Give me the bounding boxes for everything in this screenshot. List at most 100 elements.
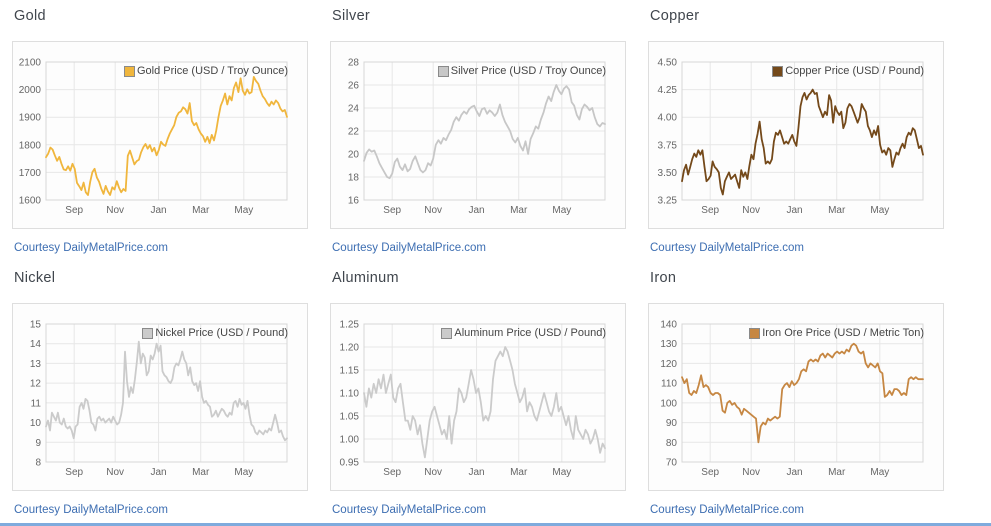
svg-text:Jan: Jan <box>786 467 802 478</box>
courtesy-link[interactable]: Courtesy DailyMetalPrice.com <box>332 242 487 254</box>
svg-text:1.10: 1.10 <box>340 389 360 400</box>
svg-text:Nov: Nov <box>742 467 760 478</box>
chart-panel-copper: 4.50 4.25 4.00 3.75 3.50 3.25 Sep Nov Jan Mar May … <box>648 41 944 229</box>
svg-text:20: 20 <box>348 150 360 161</box>
courtesy-link[interactable]: Courtesy DailyMetalPrice.com <box>332 504 487 516</box>
svg-text:Nov: Nov <box>106 467 124 478</box>
silver-price-line-chart: 28 26 24 22 20 18 16 Sep Nov Jan Mar May <box>348 58 606 216</box>
svg-text:28: 28 <box>348 58 360 69</box>
svg-text:1600: 1600 <box>19 196 42 207</box>
svg-text:16: 16 <box>348 196 360 207</box>
svg-text:Mar: Mar <box>510 467 528 478</box>
chart-card-aluminum: Aluminum 1.25 1.20 1.15 1.10 1.05 1.00 0.95 Sep… <box>330 270 626 518</box>
svg-text:2000: 2000 <box>19 85 42 96</box>
svg-text:2100: 2100 <box>19 58 42 69</box>
svg-text:4.25: 4.25 <box>658 85 678 96</box>
aluminum-price-line-chart: 1.25 1.20 1.15 1.10 1.05 1.00 0.95 Sep Nov Jan Mar… <box>340 320 606 478</box>
chart-title-aluminum: Aluminum <box>332 270 399 286</box>
svg-text:1.05: 1.05 <box>340 412 360 423</box>
svg-text:14: 14 <box>30 339 42 350</box>
courtesy-link[interactable]: Courtesy DailyMetalPrice.com <box>650 504 805 516</box>
svg-text:1.00: 1.00 <box>340 435 360 446</box>
svg-text:May: May <box>234 467 253 478</box>
legend-label: Nickel Price (USD / Pound) <box>155 327 288 339</box>
legend-label: Silver Price (USD / Troy Ounce) <box>450 65 606 77</box>
legend-swatch-icon <box>441 327 453 339</box>
svg-text:Nov: Nov <box>424 205 442 216</box>
svg-text:Jan: Jan <box>786 205 802 216</box>
svg-text:110: 110 <box>661 379 677 390</box>
svg-text:May: May <box>552 205 571 216</box>
chart-title-copper: Copper <box>650 8 700 24</box>
svg-text:May: May <box>870 205 889 216</box>
svg-text:18: 18 <box>348 173 360 184</box>
svg-text:Nov: Nov <box>106 205 124 216</box>
chart-title-nickel: Nickel <box>14 270 56 286</box>
chart-panel-silver: 28 26 24 22 20 18 16 Sep Nov Jan Mar May Silver Pri… <box>330 41 626 229</box>
svg-text:Mar: Mar <box>192 467 210 478</box>
svg-text:Sep: Sep <box>383 467 401 478</box>
footer-bar <box>0 523 991 526</box>
svg-text:Mar: Mar <box>510 205 528 216</box>
svg-text:1900: 1900 <box>19 113 42 124</box>
svg-text:3.75: 3.75 <box>658 140 678 151</box>
svg-text:8: 8 <box>35 458 41 469</box>
svg-text:Mar: Mar <box>192 205 210 216</box>
svg-text:13: 13 <box>30 359 42 370</box>
svg-text:4.00: 4.00 <box>658 113 678 124</box>
svg-text:26: 26 <box>348 81 360 92</box>
chart-legend-aluminum: Aluminum Price (USD / Pound) <box>441 327 606 339</box>
chart-legend-copper: Copper Price (USD / Pound) <box>772 65 924 77</box>
svg-text:70: 70 <box>666 458 678 469</box>
chart-panel-aluminum: 1.25 1.20 1.15 1.10 1.05 1.00 0.95 Sep Nov Jan Mar… <box>330 303 626 491</box>
chart-title-iron: Iron <box>650 270 677 286</box>
svg-text:May: May <box>234 205 253 216</box>
svg-text:90: 90 <box>666 418 678 429</box>
svg-text:10: 10 <box>30 418 42 429</box>
courtesy-link[interactable]: Courtesy DailyMetalPrice.com <box>14 242 169 254</box>
chart-legend-nickel: Nickel Price (USD / Pound) <box>142 327 288 339</box>
chart-card-silver: Silver 28 26 24 22 20 18 16 Sep Nov Jan Mar May Sil… <box>330 8 626 256</box>
svg-text:Mar: Mar <box>828 205 846 216</box>
legend-swatch-icon <box>142 327 154 339</box>
svg-text:3.50: 3.50 <box>658 168 678 179</box>
svg-text:Sep: Sep <box>65 205 83 216</box>
svg-text:1.15: 1.15 <box>340 366 360 377</box>
svg-text:100: 100 <box>660 398 677 409</box>
svg-text:Jan: Jan <box>468 205 484 216</box>
chart-card-iron: Iron 140 130 120 110 100 90 80 70 Sep Nov Jan Mar Ma… <box>648 270 944 518</box>
svg-text:1.25: 1.25 <box>340 320 360 331</box>
svg-text:Jan: Jan <box>150 467 166 478</box>
chart-legend-iron: Iron Ore Price (USD / Metric Ton) <box>749 327 924 339</box>
legend-swatch-icon <box>124 65 135 77</box>
svg-text:Sep: Sep <box>701 205 719 216</box>
svg-text:80: 80 <box>666 438 678 449</box>
svg-text:140: 140 <box>660 320 677 331</box>
svg-text:Sep: Sep <box>65 467 83 478</box>
legend-swatch-icon <box>437 65 449 77</box>
svg-text:12: 12 <box>30 379 42 390</box>
svg-text:9: 9 <box>35 438 41 449</box>
svg-text:Jan: Jan <box>150 205 166 216</box>
nickel-price-line-chart: 15 14 13 12 11 10 9 8 Sep Nov Jan Mar May <box>30 320 288 478</box>
gold-price-line-chart: 2100 2000 1900 1800 1700 1600 Sep Nov Jan Mar May <box>19 58 288 216</box>
svg-text:Sep: Sep <box>701 467 719 478</box>
svg-text:120: 120 <box>660 359 677 370</box>
courtesy-link[interactable]: Courtesy DailyMetalPrice.com <box>650 242 805 254</box>
legend-label: Gold Price (USD / Troy Ounce) <box>137 65 288 77</box>
chart-title-gold: Gold <box>14 8 46 24</box>
chart-card-copper: Copper 4.50 4.25 4.00 3.75 3.50 3.25 Sep Nov Jan… <box>648 8 944 256</box>
svg-text:0.95: 0.95 <box>340 458 360 469</box>
svg-text:1800: 1800 <box>19 140 42 151</box>
chart-card-nickel: Nickel 15 14 13 12 11 10 9 8 Sep Nov Jan Mar May Nic… <box>12 270 308 518</box>
svg-text:Nov: Nov <box>424 467 442 478</box>
legend-swatch-icon <box>772 65 784 77</box>
legend-label: Copper Price (USD / Pound) <box>785 65 924 77</box>
svg-text:May: May <box>552 467 571 478</box>
svg-text:Mar: Mar <box>828 467 846 478</box>
svg-text:22: 22 <box>348 127 360 138</box>
svg-text:3.25: 3.25 <box>658 196 678 207</box>
courtesy-link[interactable]: Courtesy DailyMetalPrice.com <box>14 504 169 516</box>
chart-panel-iron: 140 130 120 110 100 90 80 70 Sep Nov Jan Mar May Iro… <box>648 303 944 491</box>
